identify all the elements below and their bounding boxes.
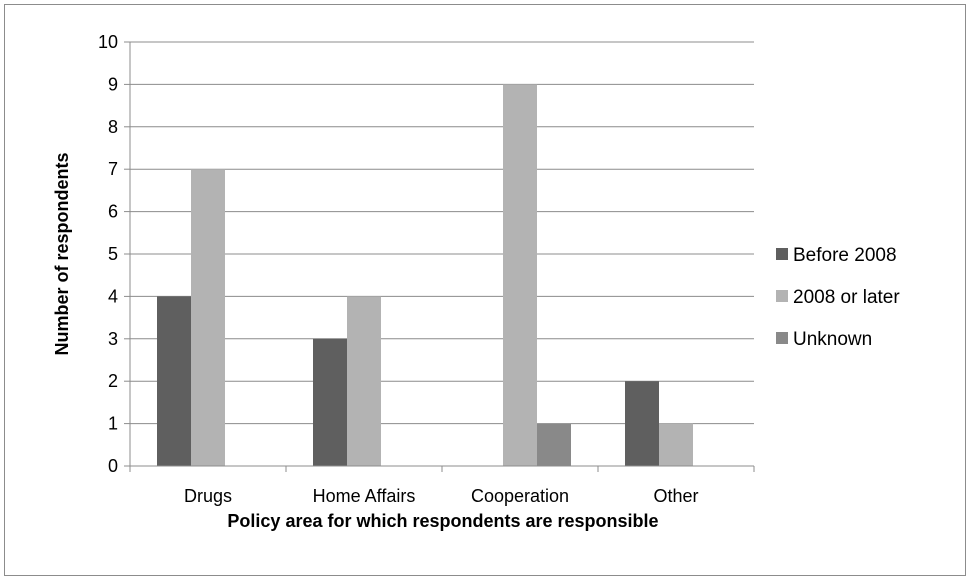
legend-label-unknown: Unknown (793, 329, 872, 350)
y-tick-label-9: 9 (108, 74, 118, 94)
bar-home-affairs-2008-or-later (347, 296, 381, 466)
legend-label-2008-or-later: 2008 or later (793, 287, 900, 308)
chart-frame (4, 4, 966, 576)
legend-swatch-unknown (776, 332, 788, 344)
y-tick-label-7: 7 (108, 159, 118, 179)
bar-drugs-before-2008 (157, 296, 191, 466)
x-tick-label-cooperation: Cooperation (471, 486, 569, 506)
bar-other-before-2008 (625, 381, 659, 466)
bar-cooperation-2008-or-later (503, 84, 537, 467)
bar-cooperation-unknown (537, 423, 571, 466)
bar-other-2008-or-later (659, 423, 693, 466)
y-tick-label-2: 2 (108, 371, 118, 391)
legend-swatch-before-2008 (776, 248, 788, 260)
y-tick-label-1: 1 (108, 414, 118, 434)
axes (124, 41, 755, 472)
y-tick-label-3: 3 (108, 329, 118, 349)
x-tick-label-other: Other (653, 486, 698, 506)
tick-labels: 0 1 2 3 4 5 6 7 8 9 10 Drugs Home Affairs Cooperation… (98, 32, 699, 506)
x-tick-label-home-affairs: Home Affairs (313, 486, 416, 506)
bar-home-affairs-before-2008 (313, 338, 347, 466)
y-tick-label-6: 6 (108, 202, 118, 222)
legend-label-before-2008: Before 2008 (793, 245, 897, 266)
legend: Before 2008 2008 or later Unknown (776, 245, 900, 350)
x-tick-label-drugs: Drugs (184, 486, 232, 506)
y-axis-title: Number of respondents (52, 152, 72, 355)
bar-drugs-2008-or-later (191, 169, 225, 466)
x-axis-title: Policy area for which respondents are re… (227, 511, 658, 531)
y-tick-label-10: 10 (98, 32, 118, 52)
legend-swatch-2008-or-later (776, 290, 788, 302)
y-tick-label-4: 4 (108, 286, 118, 306)
y-tick-label-0: 0 (108, 456, 118, 476)
y-tick-label-8: 8 (108, 117, 118, 137)
y-tick-label-5: 5 (108, 244, 118, 264)
bars (157, 84, 693, 467)
